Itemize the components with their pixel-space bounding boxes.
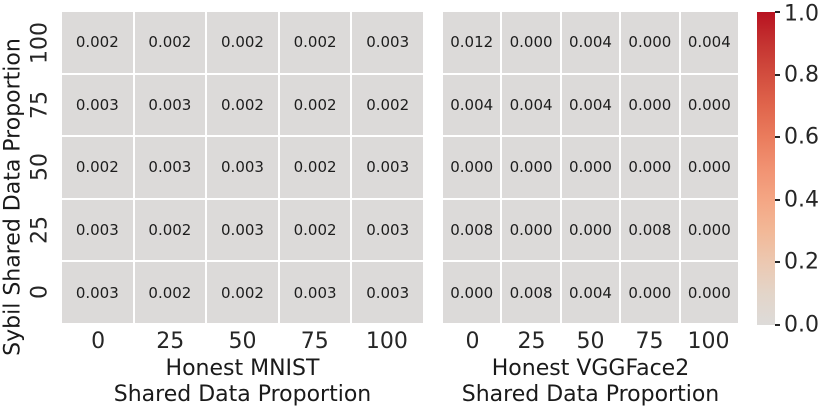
heatmap-cell: 0.000	[621, 262, 679, 323]
colorbar-tick	[775, 74, 780, 76]
colorbar-label-1.0: 1.0	[784, 1, 819, 27]
heatmap-cell: 0.003	[62, 262, 133, 323]
x-tick-label: 75	[300, 329, 329, 354]
heatmap-cell: 0.012	[443, 12, 501, 73]
heatmap-cell: 0.000	[680, 137, 738, 198]
heatmap-cell: 0.002	[279, 199, 351, 261]
heatmap-cell: 0.002	[279, 12, 351, 73]
heatmap-cell: 0.004	[561, 12, 620, 73]
x-axis-label-honest-mnist: Honest MNIST Shared Data Proportion	[62, 356, 423, 408]
heatmap-cell: 0.000	[680, 74, 738, 136]
heatmap-cell: 0.003	[352, 199, 423, 261]
heatmap-cell: 0.004	[561, 262, 620, 323]
heatmap-honest-vggface2: 0.012 0.000 0.004 0.000 0.004 0.004 0.004 0.004…	[443, 12, 738, 323]
y-tick-label-25: 25	[27, 216, 53, 244]
colorbar-tick	[775, 261, 780, 263]
x-tick-label: 50	[228, 329, 257, 354]
heatmap-cell: 0.002	[62, 12, 133, 73]
y-axis-label: Sybil Shared Data Proportion	[0, 38, 26, 356]
x-tick-label: 25	[517, 329, 546, 354]
heatmap-cell: 0.003	[352, 137, 423, 198]
x-tick-label: 75	[635, 329, 664, 354]
heatmap-cell: 0.004	[561, 74, 620, 136]
heatmap-cell: 0.002	[207, 262, 278, 323]
x-axis-label-line: Shared Data Proportion	[461, 382, 720, 407]
colorbar	[757, 12, 775, 325]
y-tick-label-50: 50	[27, 153, 53, 181]
y-tick-label-75: 75	[27, 91, 53, 119]
heatmap-cell: 0.003	[207, 137, 278, 198]
heatmap-cell: 0.008	[621, 199, 679, 261]
colorbar-label-0.2: 0.2	[784, 249, 819, 275]
heatmap-cell: 0.002	[134, 199, 206, 261]
heatmap-cell: 0.003	[352, 262, 423, 323]
heatmap-cell: 0.000	[621, 137, 679, 198]
x-tick-label: 50	[576, 329, 605, 354]
heatmap-cell: 0.002	[279, 137, 351, 198]
x-axis-label-line: Shared Data Proportion	[113, 382, 372, 407]
heatmap-cell: 0.000	[502, 199, 560, 261]
x-tick-label: 0	[91, 329, 106, 354]
y-tick-label-100: 100	[27, 22, 53, 64]
colorbar-label-0.6: 0.6	[784, 124, 819, 150]
heatmap-cell: 0.002	[62, 137, 133, 198]
x-tick-label: 0	[465, 329, 480, 354]
colorbar-tick	[775, 11, 780, 13]
heatmap-cell: 0.002	[134, 262, 206, 323]
colorbar-tick	[775, 199, 780, 201]
heatmap-cell: 0.000	[561, 137, 620, 198]
x-axis-label-line: Honest MNIST	[165, 356, 320, 381]
x-tick-label: 25	[156, 329, 185, 354]
heatmap-cell: 0.003	[207, 199, 278, 261]
heatmap-cell: 0.003	[62, 199, 133, 261]
heatmap-cell: 0.008	[443, 199, 501, 261]
heatmap-cell: 0.000	[502, 12, 560, 73]
heatmap-cell: 0.003	[279, 262, 351, 323]
y-tick-label-0: 0	[27, 285, 53, 299]
colorbar-label-0.4: 0.4	[784, 187, 819, 213]
x-ticks-honest-mnist: 0 25 50 75 100	[62, 329, 423, 354]
heatmap-cell: 0.000	[443, 262, 501, 323]
heatmap-cell: 0.004	[502, 74, 560, 136]
x-tick-label: 100	[687, 329, 730, 354]
heatmap-cell: 0.002	[352, 74, 423, 136]
x-ticks-honest-vggface2: 0 25 50 75 100	[443, 329, 738, 354]
heatmap-cell: 0.000	[443, 137, 501, 198]
heatmap-cell: 0.003	[134, 74, 206, 136]
heatmap-cell: 0.000	[621, 12, 679, 73]
heatmap-cell: 0.002	[207, 12, 278, 73]
x-tick-label: 100	[365, 329, 408, 354]
heatmap-cell: 0.004	[680, 12, 738, 73]
heatmap-cell: 0.002	[279, 74, 351, 136]
heatmap-cell: 0.003	[352, 12, 423, 73]
heatmap-cell: 0.002	[207, 74, 278, 136]
heatmap-cell: 0.008	[502, 262, 560, 323]
colorbar-tick	[775, 324, 780, 326]
heatmap-cell: 0.003	[62, 74, 133, 136]
heatmap-cell: 0.000	[561, 199, 620, 261]
heatmap-cell: 0.002	[134, 12, 206, 73]
colorbar-label-0.0: 0.0	[784, 312, 819, 338]
colorbar-label-0.8: 0.8	[784, 62, 819, 88]
heatmap-cell: 0.004	[443, 74, 501, 136]
heatmap-honest-mnist: 0.002 0.002 0.002 0.002 0.003 0.003 0.003 0.002…	[62, 12, 423, 323]
colorbar-tick	[775, 136, 780, 138]
heatmap-cell: 0.000	[502, 137, 560, 198]
heatmap-cell: 0.000	[680, 262, 738, 323]
heatmap-cell: 0.000	[621, 74, 679, 136]
x-axis-label-line: Honest VGGFace2	[491, 356, 690, 381]
heatmap-cell: 0.003	[134, 137, 206, 198]
heatmap-cell: 0.000	[680, 199, 738, 261]
x-axis-label-honest-vggface2: Honest VGGFace2 Shared Data Proportion	[443, 356, 738, 408]
